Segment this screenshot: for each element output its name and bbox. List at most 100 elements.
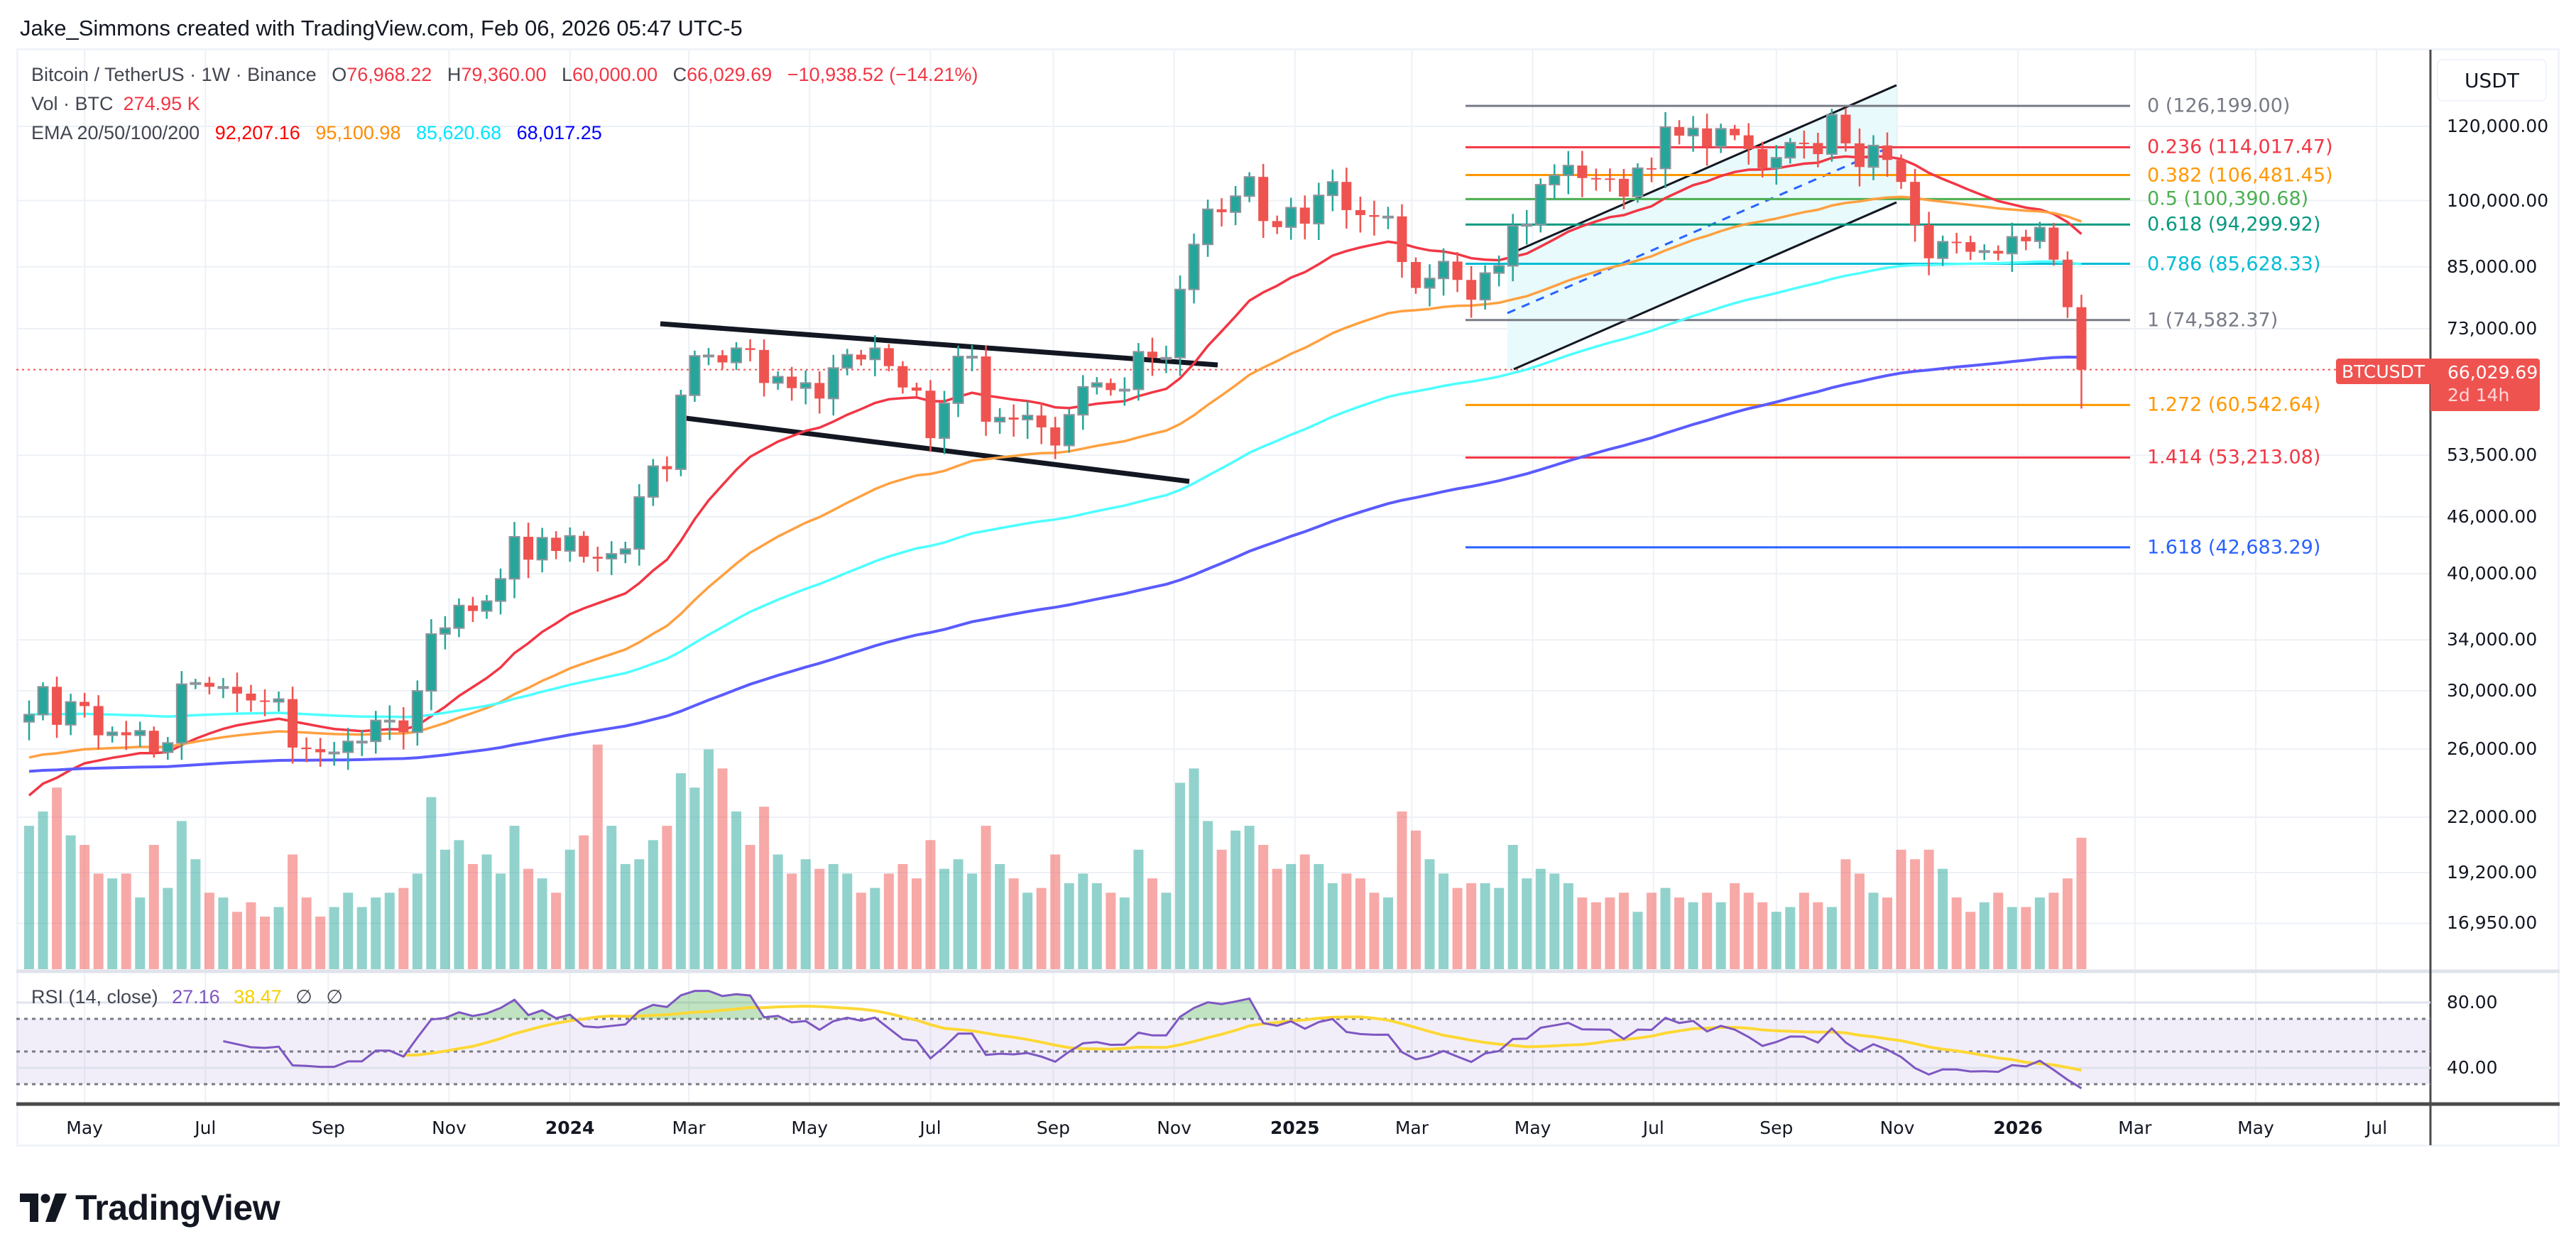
candle (107, 726, 119, 743)
candle (1091, 377, 1103, 395)
candle (841, 349, 853, 376)
candle (1133, 343, 1145, 401)
candle (1063, 409, 1075, 453)
candle-body (1590, 178, 1601, 180)
volume-bar (343, 892, 354, 969)
candle-body (1715, 128, 1727, 148)
candle-body (1355, 209, 1365, 215)
price-tick-label: 16,950.00 (2447, 912, 2538, 934)
last-price-tag: 66,029.69 2d 14h (2430, 359, 2540, 411)
time-label-may: May (66, 1118, 103, 1138)
ema-legend[interactable]: EMA 20/50/100/200 92,207.16 95,100.98 85… (31, 122, 612, 144)
candle (702, 348, 714, 366)
candle (675, 389, 687, 476)
candle-body (411, 690, 423, 733)
candle (1466, 266, 1477, 318)
time-label-sep: Sep (1036, 1118, 1070, 1138)
volume-bar (1563, 883, 1573, 969)
candle-body (536, 537, 548, 561)
candle-body (1923, 224, 1934, 258)
volume-bar (1411, 830, 1421, 969)
volume-bar (1230, 830, 1241, 969)
candle-body (342, 741, 354, 753)
volume-bar (967, 873, 978, 969)
candle (231, 672, 242, 712)
volume-bar (1535, 868, 1546, 969)
currency-button[interactable]: USDT (2437, 59, 2547, 102)
symbol-legend[interactable]: Bitcoin / TetherUS · 1W · Binance O76,96… (31, 64, 988, 86)
volume-bar (1660, 888, 1671, 969)
candle (23, 700, 35, 741)
high-label: H (447, 64, 462, 85)
candle (1174, 275, 1186, 376)
candle (966, 344, 978, 371)
candle (1562, 151, 1574, 195)
candle-body (288, 699, 298, 748)
candle (1605, 168, 1615, 192)
volume-bar (648, 840, 658, 969)
candle (1534, 178, 1546, 233)
volume-bar (1216, 849, 1227, 969)
candle (523, 523, 534, 579)
ema50-value: 95,100.98 (315, 122, 401, 143)
volume-legend[interactable]: Vol · BTC 274.95 K (31, 93, 210, 115)
candle-body (1160, 356, 1172, 360)
candle-body (606, 553, 618, 559)
candle-body (1549, 174, 1561, 186)
candle (1036, 402, 1047, 444)
candle-body (523, 537, 534, 560)
candle-body (1562, 165, 1574, 176)
candle (1258, 163, 1269, 239)
candle-body (564, 535, 576, 552)
fib-level-label: 0 (126,199.00) (2147, 94, 2291, 117)
candle-body (356, 741, 368, 744)
volume-bar (551, 892, 562, 969)
candle-body (1730, 129, 1740, 136)
candle (1687, 116, 1699, 152)
volume-bar (953, 859, 964, 969)
volume-bar (1382, 897, 1393, 969)
candle-body (952, 356, 964, 404)
candle (897, 361, 908, 394)
fib-level-label: 1.272 (60,542.64) (2147, 393, 2321, 416)
tradingview-logo-text: TradingView (75, 1188, 280, 1228)
chart-frame (16, 48, 2560, 1147)
volume-bar (163, 888, 173, 969)
candle-body (1022, 415, 1034, 421)
volume-bar (1938, 868, 1948, 969)
rsi-tick-label: 40.00 (2447, 1057, 2498, 1078)
tradingview-logo[interactable]: TradingView (20, 1187, 280, 1228)
volume-bar (925, 840, 936, 969)
candle (1299, 195, 1310, 240)
candle (1106, 378, 1116, 396)
volume-bar (148, 845, 159, 969)
volume-bar (1826, 907, 1837, 969)
candle (731, 342, 743, 371)
time-label-mar: Mar (672, 1118, 706, 1138)
candle-body (799, 382, 812, 389)
candle-body (425, 633, 437, 692)
rsi-ma-value: 38.47 (234, 986, 282, 1007)
candle-body (1618, 178, 1629, 197)
volume-bar (1091, 883, 1102, 969)
candle-body (273, 698, 285, 703)
volume-bar (1286, 863, 1297, 969)
candle-body (1063, 414, 1075, 447)
candle (1411, 257, 1421, 294)
candle (1923, 212, 1934, 275)
volume-bar (1119, 897, 1130, 969)
candle-body (717, 355, 728, 363)
rsi-legend[interactable]: RSI (14, close) 27.16 38.47 ∅ ∅ (31, 986, 351, 1008)
volume-bar (1743, 892, 1754, 969)
fib-level-label: 0.236 (114,017.47) (2147, 136, 2333, 158)
volume-bar (1882, 897, 1893, 969)
candle-body (231, 687, 242, 694)
volume-bar (1910, 859, 1921, 969)
candle-body (1951, 241, 1962, 244)
candle (662, 456, 672, 482)
candle (925, 380, 936, 452)
fib-level-label: 0.5 (100,390.68) (2147, 187, 2309, 210)
volume-bar (911, 878, 922, 969)
volume-bar (1605, 897, 1615, 969)
